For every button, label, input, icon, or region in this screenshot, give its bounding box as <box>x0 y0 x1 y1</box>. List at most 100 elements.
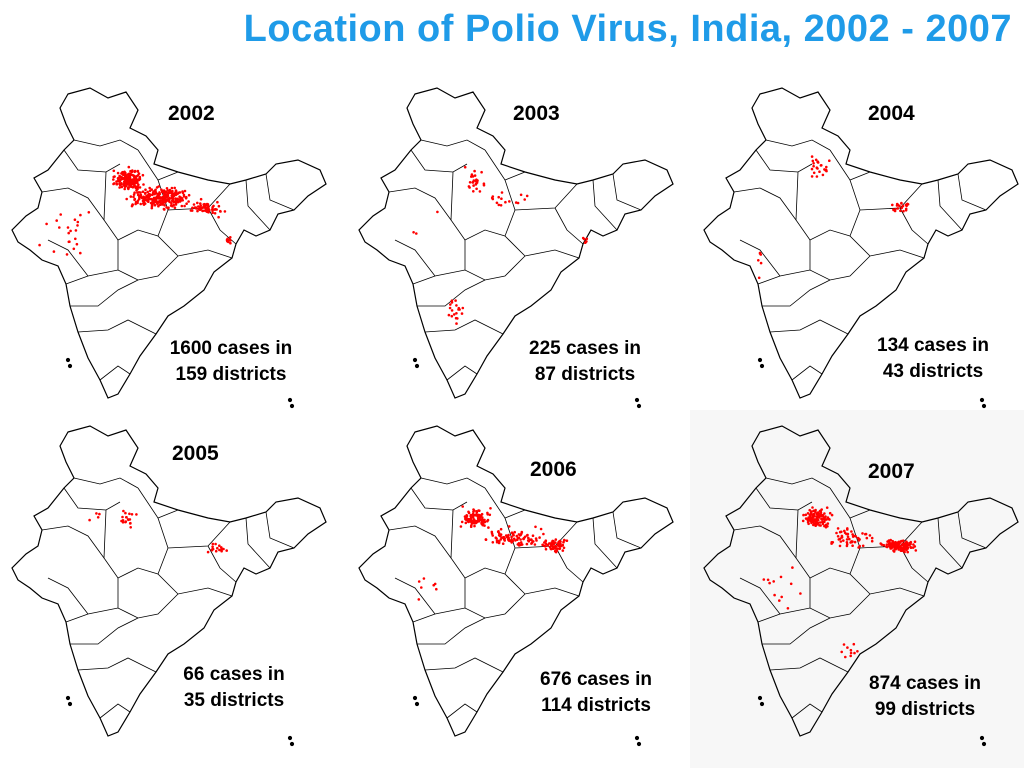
case-dot <box>211 206 214 209</box>
case-dot <box>178 199 182 203</box>
case-dot <box>879 542 882 545</box>
case-dot <box>471 175 475 178</box>
case-dot <box>185 202 188 205</box>
state-border <box>795 171 851 241</box>
map-panel-2007: 2007 874 cases in 99 districts <box>690 410 1024 768</box>
case-dot <box>510 541 513 544</box>
case-dot <box>461 306 465 310</box>
case-dot <box>846 528 849 531</box>
case-dot <box>132 195 135 199</box>
case-dot <box>812 164 815 168</box>
case-dot <box>460 520 464 524</box>
case-dot <box>473 521 477 525</box>
state-border <box>791 365 823 381</box>
case-dot <box>176 200 180 204</box>
case-dot <box>483 520 487 524</box>
case-dot <box>814 522 817 525</box>
case-dot <box>115 182 119 186</box>
case-dot <box>181 190 184 193</box>
state-border <box>762 617 831 645</box>
case-dot <box>187 200 190 203</box>
case-dot <box>471 512 475 516</box>
case-dot <box>118 186 121 189</box>
case-dot <box>815 166 819 169</box>
state-border <box>77 319 157 335</box>
case-dot <box>779 575 783 579</box>
case-dot <box>95 512 98 515</box>
case-dot <box>469 514 472 518</box>
case-dot <box>519 541 523 544</box>
case-dot <box>497 541 501 545</box>
case-dot <box>420 586 423 589</box>
case-dot <box>908 543 911 546</box>
case-dot <box>76 224 79 227</box>
case-dot <box>799 592 802 595</box>
case-dot <box>130 513 134 516</box>
case-dot <box>119 183 122 187</box>
case-dot <box>473 524 476 528</box>
case-dot <box>478 509 481 512</box>
state-border <box>420 139 486 151</box>
case-dot <box>565 539 569 542</box>
case-dot <box>900 201 903 205</box>
state-border <box>937 517 963 569</box>
case-dot <box>853 540 857 544</box>
case-dot <box>807 516 810 519</box>
case-dot <box>870 539 874 543</box>
case-dot <box>211 211 214 215</box>
case-dot <box>556 547 559 550</box>
case-dot <box>463 165 467 169</box>
case-dot <box>820 164 823 167</box>
case-dot <box>856 536 860 540</box>
case-dot <box>892 208 895 211</box>
case-dot <box>885 543 889 546</box>
case-dot <box>888 542 891 545</box>
state-border <box>612 511 642 549</box>
state-border <box>554 545 584 583</box>
case-dot <box>67 231 70 235</box>
year-label: 2002 <box>168 102 215 125</box>
case-count-line: 134 cases in <box>877 335 989 356</box>
case-dot <box>185 195 188 199</box>
case-dot <box>218 544 221 547</box>
state-border <box>388 525 452 559</box>
case-dot <box>213 208 217 211</box>
case-dot <box>517 542 521 545</box>
state-border <box>65 255 179 285</box>
case-dot <box>846 532 850 536</box>
case-dot <box>129 173 132 177</box>
case-dot <box>780 595 783 599</box>
case-dot <box>821 173 825 177</box>
case-dot <box>163 198 166 202</box>
page-title: Location of Polio Virus, India, 2002 - 2… <box>243 8 1012 50</box>
case-dot <box>525 534 529 537</box>
state-border <box>412 255 526 285</box>
case-dot <box>503 539 506 542</box>
case-dot <box>531 534 535 537</box>
case-dot <box>213 212 217 215</box>
state-border <box>849 179 923 211</box>
case-dot <box>511 532 515 536</box>
case-count-caption: 66 cases in 35 districts <box>149 662 319 714</box>
case-dot <box>853 651 856 655</box>
case-dot <box>559 540 562 543</box>
case-dot <box>473 169 476 173</box>
case-dot <box>142 183 145 186</box>
case-dot <box>828 159 831 162</box>
case-count-line: 225 cases in <box>529 338 641 359</box>
case-dot <box>157 185 160 188</box>
case-dot <box>456 317 459 320</box>
case-dot <box>899 209 902 213</box>
case-dot <box>210 548 214 552</box>
case-dot <box>851 544 854 547</box>
case-dot <box>551 541 554 544</box>
map-panel-2006: 2006 676 cases in 114 districts <box>355 418 695 758</box>
case-dot <box>473 519 477 523</box>
case-dot <box>192 203 196 206</box>
case-dot <box>412 231 415 234</box>
case-dot <box>558 547 561 551</box>
case-dot <box>196 209 199 213</box>
case-dot <box>176 198 180 202</box>
case-dot <box>170 194 173 197</box>
state-border <box>739 577 781 615</box>
